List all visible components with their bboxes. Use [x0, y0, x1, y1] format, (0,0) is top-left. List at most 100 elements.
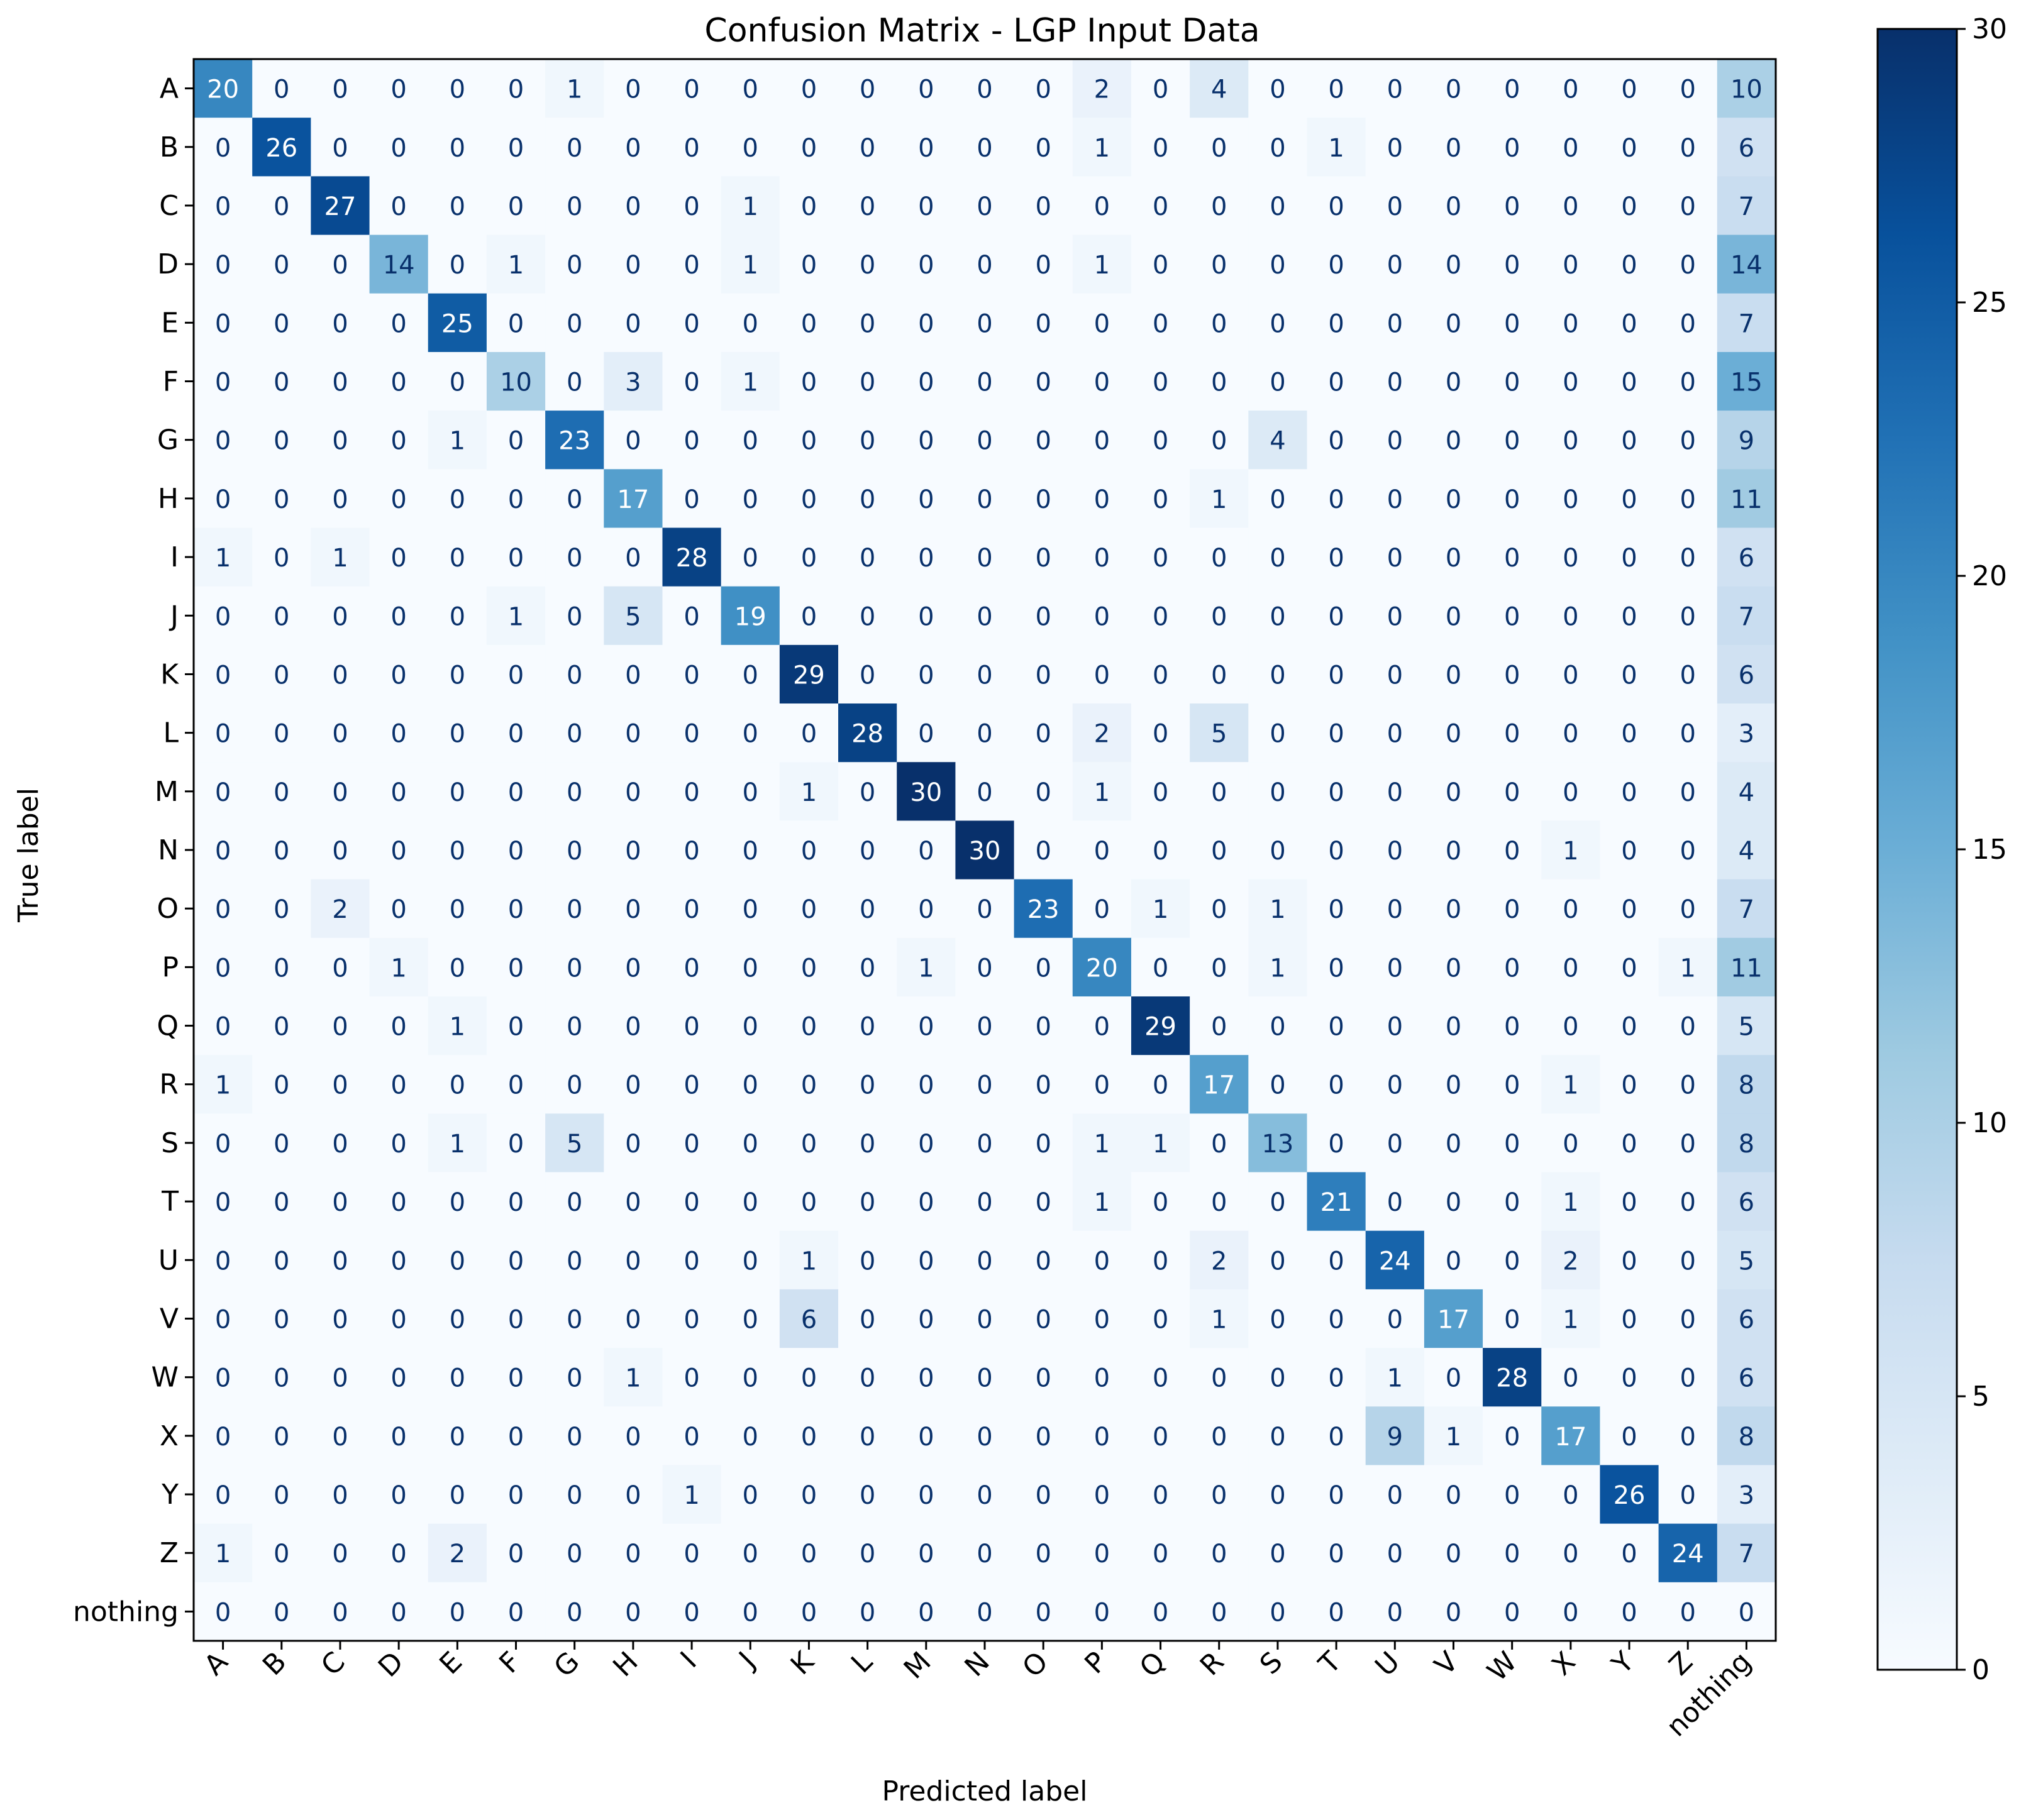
- cell-value: 0: [1387, 602, 1403, 631]
- heatmap-cell: [604, 234, 663, 294]
- cell-value: 0: [332, 837, 348, 866]
- heatmap-cell: [662, 1172, 722, 1232]
- cell-value: 1: [1094, 1130, 1110, 1159]
- cell-value: 1: [450, 1130, 465, 1159]
- heatmap-cell: [955, 1055, 1015, 1114]
- cell-value: 0: [918, 1364, 934, 1393]
- cell-value: 0: [567, 1364, 582, 1393]
- heatmap-cell: [955, 1582, 1015, 1641]
- heatmap-cell: [1014, 1289, 1073, 1348]
- heatmap-cell: [1600, 59, 1659, 118]
- cell-value: 0: [1035, 368, 1051, 397]
- cell-value: 0: [625, 134, 641, 163]
- cell-value: 0: [1446, 134, 1461, 163]
- heatmap-cell: [897, 234, 956, 294]
- heatmap-cell: [1600, 1230, 1659, 1290]
- cell-value: 0: [1563, 1540, 1578, 1569]
- cell-value: 0: [567, 1247, 582, 1276]
- colorbar-tick-label: 20: [1972, 560, 2007, 592]
- cell-value: 0: [1563, 309, 1578, 338]
- cell-value: 0: [1446, 720, 1461, 749]
- heatmap-cell: [194, 820, 253, 880]
- heatmap-cell: [311, 1230, 370, 1290]
- cell-value: 0: [1680, 368, 1695, 397]
- cell-value: 0: [274, 1481, 289, 1510]
- y-tick-label: B: [160, 131, 179, 163]
- heatmap-cell: [1483, 820, 1542, 880]
- cell-value: 0: [977, 544, 992, 573]
- cell-value: 0: [801, 1481, 817, 1510]
- heatmap-cell: [721, 1406, 780, 1466]
- cell-value: 7: [1739, 895, 1754, 924]
- heatmap-cell: [1307, 1289, 1366, 1348]
- heatmap-cell: [1307, 820, 1366, 880]
- cell-value: 0: [332, 1305, 348, 1334]
- cell-value: 0: [1680, 1481, 1695, 1510]
- heatmap-cell: [1307, 762, 1366, 822]
- heatmap-cell: [604, 703, 663, 763]
- cell-value: 0: [801, 1013, 817, 1042]
- heatmap-cell: [428, 351, 487, 411]
- heatmap-cell: [838, 176, 897, 236]
- cell-value: 0: [1446, 192, 1461, 221]
- cell-value: 0: [332, 368, 348, 397]
- heatmap-cell: [1424, 527, 1483, 587]
- cell-value: 0: [274, 1423, 289, 1452]
- cell-value: 0: [508, 75, 524, 104]
- cell-value: 0: [684, 778, 699, 807]
- cell-value: 17: [1554, 1423, 1586, 1452]
- heatmap-cell: [721, 1465, 780, 1525]
- heatmap-cell: [1131, 234, 1190, 294]
- heatmap-cell: [311, 644, 370, 704]
- heatmap-cell: [1483, 351, 1542, 411]
- heatmap-cell: [779, 1055, 839, 1114]
- cell-value: 0: [390, 544, 406, 573]
- cell-value: 0: [977, 134, 992, 163]
- heatmap-cell: [1541, 59, 1601, 118]
- heatmap-cell: [1600, 1289, 1659, 1348]
- cell-value: 0: [1563, 75, 1578, 104]
- heatmap-cell: [838, 879, 897, 939]
- cell-value: 0: [274, 544, 289, 573]
- heatmap-cell: [1658, 644, 1718, 704]
- heatmap-cell: [838, 234, 897, 294]
- heatmap-cell: [1248, 820, 1308, 880]
- cell-value: 0: [1035, 251, 1051, 280]
- heatmap-cell: [1424, 1348, 1483, 1407]
- heatmap-cell: [194, 1289, 253, 1348]
- cell-value: 0: [390, 368, 406, 397]
- cell-value: 0: [860, 1013, 875, 1042]
- heatmap-cell: [1600, 118, 1659, 177]
- heatmap-cell: [1072, 411, 1132, 470]
- heatmap-cell: [1541, 234, 1601, 294]
- cell-value: 8: [1739, 1130, 1754, 1159]
- cell-value: 0: [1680, 1188, 1695, 1217]
- heatmap-cell: [369, 820, 429, 880]
- cell-value: 0: [390, 485, 406, 514]
- heatmap-cell: [779, 996, 839, 1056]
- heatmap-cell: [1307, 1406, 1366, 1466]
- heatmap-cell: [428, 644, 487, 704]
- cell-value: 0: [1035, 1071, 1051, 1100]
- heatmap-cell: [662, 234, 722, 294]
- heatmap-cell: [1248, 118, 1308, 177]
- heatmap-cell: [1424, 586, 1483, 646]
- heatmap-cell: [838, 411, 897, 470]
- cell-value: 0: [1211, 778, 1227, 807]
- heatmap-cell: [779, 762, 839, 822]
- cell-value: 0: [918, 485, 934, 514]
- cell-value: 0: [743, 1013, 758, 1042]
- heatmap-cell: [252, 1523, 311, 1583]
- cell-value: 0: [1504, 1598, 1520, 1627]
- cell-value: 0: [625, 778, 641, 807]
- cell-value: 0: [977, 1598, 992, 1627]
- cell-value: 0: [215, 1247, 231, 1276]
- heatmap-cell: [311, 1465, 370, 1525]
- heatmap-cell: [662, 762, 722, 822]
- cell-value: 0: [1270, 837, 1285, 866]
- heatmap-cell: [369, 1230, 429, 1290]
- cell-value: 1: [390, 954, 406, 983]
- cell-value: 0: [567, 192, 582, 221]
- cell-value: 0: [1035, 778, 1051, 807]
- cell-value: 0: [1563, 251, 1578, 280]
